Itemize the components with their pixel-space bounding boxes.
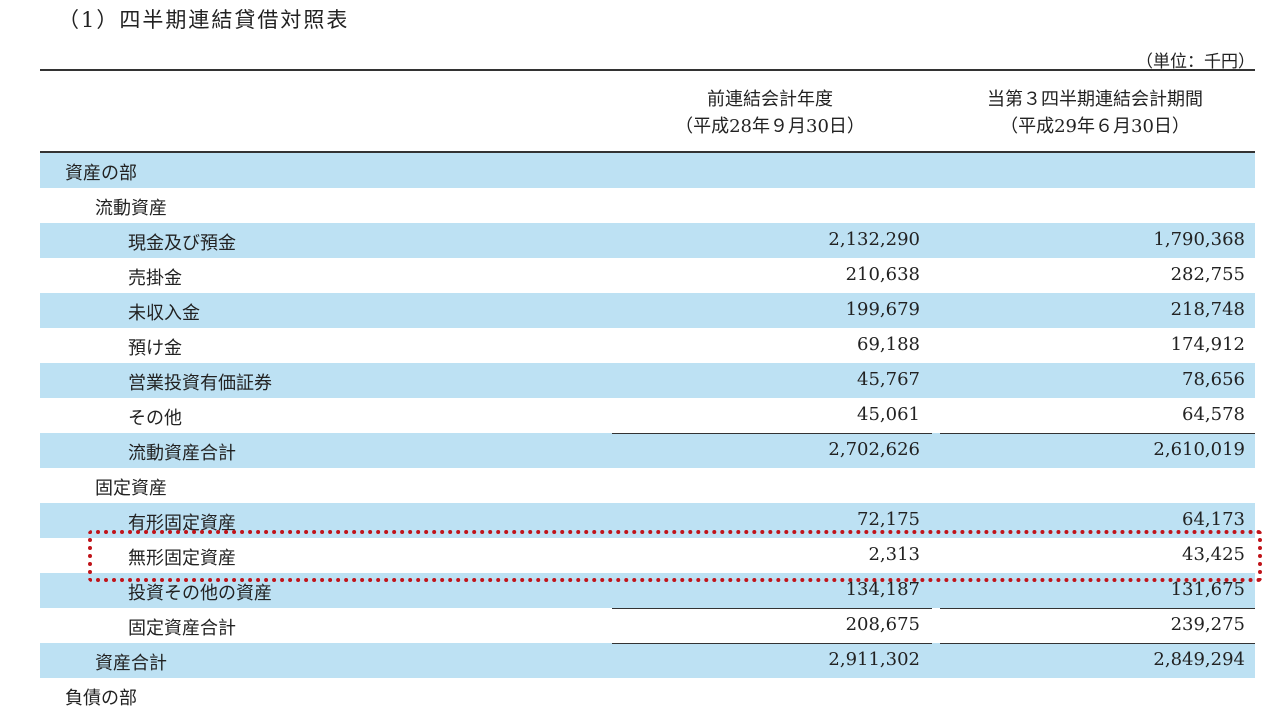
table-row: 営業投資有価証券 45,767 78,656: [40, 363, 1255, 398]
row-value: 131,675: [1170, 579, 1245, 600]
row-value: 2,702,626: [828, 439, 920, 460]
row-label: 投資その他の資産: [128, 583, 272, 604]
row-value: 45,767: [857, 369, 920, 390]
row-label: 資産合計: [95, 653, 167, 674]
row-label: 営業投資有価証券: [128, 373, 272, 394]
row-value: 134,187: [845, 579, 920, 600]
underline: [612, 433, 932, 434]
table-row: 売掛金 210,638 282,755: [40, 258, 1255, 293]
table-row: 預け金 69,188 174,912: [40, 328, 1255, 363]
rule: [40, 69, 1255, 71]
table-row: 固定資産: [40, 468, 1255, 503]
table-row: 無形固定資産 2,313 43,425: [40, 538, 1255, 573]
row-value: 1,790,368: [1153, 229, 1245, 250]
table-row: 流動資産: [40, 188, 1255, 223]
row-value: 45,061: [857, 404, 920, 425]
row-label: 固定資産: [95, 478, 167, 499]
title: （1）四半期連結貸借対照表: [58, 8, 350, 32]
row-label: 流動資産: [95, 198, 167, 219]
row-value: 174,912: [1170, 334, 1245, 355]
row-label: 預け金: [128, 338, 182, 359]
underline: [612, 643, 932, 644]
row-value: 218,748: [1170, 299, 1245, 320]
highlight-box: [88, 530, 1262, 582]
row-value: 78,656: [1182, 369, 1245, 390]
row-value: 2,849,294: [1153, 649, 1245, 670]
row-label: 資産の部: [65, 163, 137, 184]
column-name: 前連結会計年度: [707, 89, 833, 110]
column-name: 当第３四半期連結会計期間: [987, 89, 1203, 110]
table-row: 資産の部: [40, 153, 1255, 188]
row-label: 売掛金: [128, 268, 182, 289]
column-date: （平成28年９月30日）: [675, 116, 865, 137]
underline: [940, 433, 1255, 434]
rule: [40, 151, 1255, 153]
row-value: 2,132,290: [828, 229, 920, 250]
row-value: 199,679: [845, 299, 920, 320]
row-value: 64,578: [1182, 404, 1245, 425]
unit: （単位：千円）: [1136, 52, 1255, 72]
row-value: 210,638: [845, 264, 920, 285]
row-value: 2,911,302: [828, 649, 920, 670]
row-value: 2,610,019: [1153, 439, 1245, 460]
row-label: 無形固定資産: [128, 548, 236, 569]
row-value: 43,425: [1182, 544, 1245, 565]
underline: [940, 608, 1255, 609]
row-label: その他: [128, 408, 182, 429]
row-label: 固定資産合計: [128, 618, 236, 639]
table-row: その他 45,061 64,578: [40, 398, 1255, 433]
column-date: （平成29年６月30日）: [1000, 116, 1190, 137]
row-value: 69,188: [857, 334, 920, 355]
row-label: 現金及び預金: [128, 233, 236, 254]
row-value: 2,313: [868, 544, 920, 565]
row-label: 負債の部: [65, 688, 137, 709]
row-value: 282,755: [1170, 264, 1245, 285]
row-value: 208,675: [845, 614, 920, 635]
row-value: 239,275: [1170, 614, 1245, 635]
underline: [612, 608, 932, 609]
underline: [940, 643, 1255, 644]
row-label: 有形固定資産: [128, 513, 236, 534]
table-row: 現金及び預金 2,132,290 1,790,368: [40, 223, 1255, 258]
table-row: 流動資産合計 2,702,626 2,610,019: [40, 433, 1255, 468]
row-label: 未収入金: [128, 303, 200, 324]
row-value: 72,175: [857, 509, 920, 530]
table-row: 資産合計 2,911,302 2,849,294: [40, 643, 1255, 678]
table-row: 固定資産合計 208,675 239,275: [40, 608, 1255, 643]
table-row: 未収入金 199,679 218,748: [40, 293, 1255, 328]
row-value: 64,173: [1182, 509, 1245, 530]
table-row: 負債の部: [40, 678, 1255, 713]
page: （1）四半期連結貸借対照表 （単位：千円） 前連結会計年度 （平成28年９月30…: [40, 8, 1262, 709]
row-label: 流動資産合計: [128, 443, 236, 464]
